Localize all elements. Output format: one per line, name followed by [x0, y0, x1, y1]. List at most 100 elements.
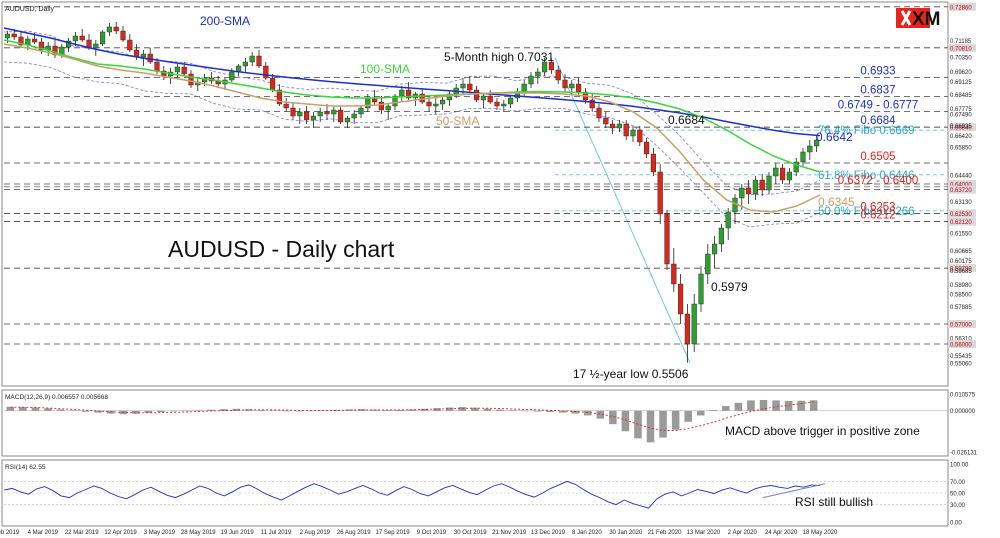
label-100-sma: 100-SMA	[360, 62, 410, 76]
candle-body	[650, 153, 656, 173]
candle-body	[508, 97, 514, 105]
candle-body	[276, 89, 282, 105]
level-label: 0.6372 - 0.6400	[838, 175, 919, 187]
candle-body	[317, 111, 323, 117]
candle-body	[18, 36, 24, 46]
annotation-mid-low: 0.5979	[711, 280, 748, 294]
candle-body	[630, 129, 636, 137]
macd-bar	[583, 410, 592, 416]
macd-bar	[621, 410, 630, 432]
macd-bar	[458, 407, 466, 411]
price-tick-label: 0.60175	[950, 259, 972, 265]
date-tick-label: 18 May 2020	[803, 530, 838, 536]
candle-body	[623, 123, 629, 137]
price-tick-label: 0.67775	[950, 107, 972, 113]
macd-bar	[772, 400, 780, 411]
macd-bar	[144, 410, 153, 413]
macd-bar	[546, 410, 554, 412]
candle-body	[718, 227, 724, 245]
candle-body	[576, 83, 582, 93]
xm-logo: XM	[896, 8, 941, 30]
macd-bar	[69, 410, 77, 411]
date-tick-label: 2 Apr 2020	[728, 530, 758, 536]
candle-body	[399, 89, 405, 97]
level-label: 0.6684	[860, 115, 896, 127]
candle-body	[671, 263, 677, 285]
candle-body	[52, 45, 58, 56]
candle-body	[242, 61, 248, 67]
macd-bar	[245, 409, 253, 411]
macd-bar	[44, 408, 52, 411]
macd-bar	[332, 409, 341, 411]
macd-bar	[445, 407, 454, 411]
candle-body	[644, 141, 650, 155]
candle-body	[521, 83, 527, 93]
price-tick-highlight	[948, 320, 976, 328]
candle-body	[188, 73, 194, 86]
candle-body	[202, 77, 208, 83]
date-tick-label: 11 Jul 2019	[261, 530, 292, 536]
candle-body	[32, 38, 38, 43]
candle-body	[338, 109, 344, 123]
macd-tick-label: 0.000000	[950, 409, 976, 415]
fibo-label: 76.4% Fibo 0.6669	[818, 125, 915, 137]
macd-bar	[483, 408, 492, 411]
main-panel-frame	[1, 1, 949, 387]
price-tick-label: 0.70350	[950, 56, 972, 62]
candle-body	[664, 213, 670, 265]
candle-body	[678, 283, 684, 315]
price-tick-label: 0.58980	[950, 283, 972, 289]
price-tick-label: 0.71185	[950, 39, 972, 45]
rsi-tick-label: 50.00	[950, 492, 966, 498]
candle-body	[562, 79, 568, 89]
date-tick-label: 22 Mar 2019	[65, 530, 99, 536]
candle-body	[249, 55, 255, 63]
macd-tick-label: -0.026131	[950, 451, 978, 457]
price-tick-label: 0.59685	[950, 269, 972, 275]
macd-bar	[747, 400, 755, 411]
macd-bar	[784, 400, 793, 411]
price-tick-label: 0.55060	[950, 361, 972, 367]
candle-body	[406, 89, 412, 99]
candle-body	[181, 66, 187, 75]
macd-tick-label: 0.010575	[950, 393, 976, 399]
candle-body	[691, 303, 697, 345]
price-tick-label: 0.68485	[950, 93, 972, 99]
candle-body	[460, 83, 466, 89]
macd-bar	[521, 410, 529, 412]
candle-body	[358, 107, 364, 115]
fibo-label: 61.8% Fibo 0.6446	[818, 170, 915, 182]
price-tick-label: 0.70810	[950, 46, 972, 52]
candle-body	[603, 117, 609, 125]
macd-bar	[433, 408, 441, 411]
date-tick-label: 24 Apr 2020	[765, 530, 798, 536]
levels-layer: 0.6933 0.6837 0.6749 - 0.6777 0.6684 0.6505 0…	[4, 65, 948, 222]
macd-layer: 0.010575 0.000000 -0.026131	[4, 393, 978, 457]
level-label: 0.6837	[860, 85, 895, 97]
candle-body	[4, 33, 10, 39]
bollinger-lower	[3, 61, 821, 228]
price-tick-highlight	[948, 340, 976, 348]
rsi-tick-label: 100.00	[950, 463, 969, 469]
candle-body	[725, 211, 731, 229]
level-label: 0.6253	[860, 201, 895, 213]
macd-bar	[609, 410, 617, 425]
price-tick-label: 0.72860	[950, 5, 972, 11]
candle-body	[11, 33, 17, 38]
candle-body	[38, 41, 44, 51]
rsi-tick-label: 30.00	[950, 503, 966, 509]
candle-body	[297, 111, 303, 117]
date-tick-label: 3 May 2019	[144, 530, 176, 536]
macd-bar	[471, 407, 479, 411]
date-tick-label: 17 Sep 2019	[376, 530, 411, 536]
candle-body	[127, 39, 133, 51]
candle-body	[759, 179, 765, 191]
sma-line	[3, 43, 821, 213]
rsi-annotation: RSI still bullish	[795, 495, 873, 509]
candle-body	[739, 187, 745, 199]
sma-line	[3, 27, 821, 137]
macd-bar	[709, 409, 718, 411]
price-tick-highlight	[948, 264, 976, 273]
macd-bar	[56, 409, 65, 411]
macd-bar	[496, 409, 504, 411]
